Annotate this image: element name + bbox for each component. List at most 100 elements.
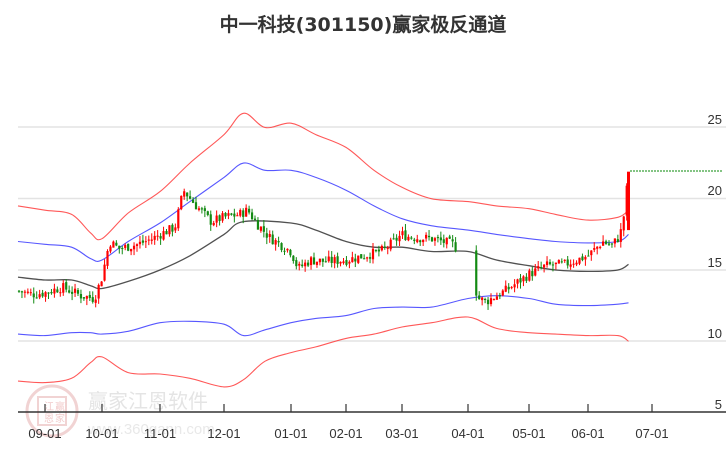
- candle-up: [339, 261, 342, 264]
- candle-up: [481, 297, 484, 301]
- candle-up: [174, 227, 177, 231]
- candle-down: [486, 299, 490, 305]
- candle-up: [599, 246, 602, 248]
- candle-up: [510, 287, 513, 289]
- candle-up: [73, 288, 77, 293]
- candle-up: [38, 294, 41, 298]
- candle-up: [259, 226, 262, 231]
- candle-down: [368, 257, 372, 259]
- candle-up: [150, 239, 153, 241]
- candle-down: [253, 218, 257, 221]
- candle-down: [250, 212, 254, 220]
- candle-up: [569, 264, 572, 267]
- candle-up: [613, 238, 616, 244]
- candle-up: [227, 213, 230, 216]
- candle-down: [616, 239, 619, 242]
- candle-down: [436, 237, 439, 239]
- candle-up: [516, 279, 519, 284]
- candle-up: [543, 264, 546, 268]
- candle-up: [236, 215, 239, 217]
- candle-down: [233, 213, 236, 217]
- candle-down: [265, 233, 268, 238]
- candle-up: [602, 241, 605, 246]
- candle-up: [386, 247, 389, 249]
- candle-down: [531, 271, 534, 277]
- xtick-label-07-01: 07-01: [635, 426, 668, 441]
- candle-up: [177, 209, 180, 229]
- candle-up: [274, 240, 277, 245]
- candle-up: [554, 262, 557, 265]
- candle-down: [336, 256, 339, 264]
- candle-down: [191, 199, 195, 203]
- candle-down: [404, 230, 407, 241]
- candle-down: [383, 246, 386, 248]
- candle-up: [144, 241, 147, 243]
- candle-down: [607, 243, 611, 245]
- candle-down: [419, 240, 422, 243]
- xtick-label-11-01: 11-01: [144, 426, 176, 441]
- candle-down: [374, 250, 378, 252]
- candle-down: [68, 290, 71, 293]
- candle-up: [112, 241, 115, 248]
- xtick-label-09-01: 09-01: [28, 426, 61, 441]
- candle-up: [106, 251, 109, 266]
- watermark-seal-4: 家: [55, 412, 65, 425]
- candle-down: [165, 231, 168, 235]
- candle-up: [371, 248, 375, 260]
- candle-down: [427, 235, 431, 238]
- candle-up: [268, 233, 271, 237]
- candle-down: [203, 208, 206, 212]
- candle-up: [318, 258, 321, 263]
- xtick-label-04-01: 04-01: [451, 426, 484, 441]
- ytick-20: 20: [708, 183, 722, 198]
- candle-down: [610, 243, 614, 245]
- candle-down: [262, 226, 265, 232]
- candle-up: [495, 296, 498, 300]
- candle-down: [345, 260, 348, 265]
- y-axis-labels: 25 20 15 10 5: [708, 112, 722, 412]
- candle-up: [401, 231, 404, 236]
- candle-up: [183, 191, 186, 197]
- candle-up: [212, 222, 215, 226]
- candle-up: [348, 261, 351, 264]
- watermark-seal-2: 赢: [55, 400, 65, 413]
- candle-down: [448, 236, 451, 239]
- watermark-seal-3: 恩: [44, 413, 54, 425]
- candle-down: [307, 262, 310, 266]
- candle-up: [197, 208, 201, 210]
- watermark-name: 赢家江恩软件: [88, 389, 208, 413]
- candle-up: [578, 257, 581, 264]
- candle-down: [56, 289, 59, 293]
- candle-up: [298, 263, 301, 266]
- candle-up: [239, 209, 242, 216]
- candle-down: [209, 214, 212, 225]
- candle-up: [180, 195, 183, 210]
- candle-last: [627, 171, 630, 231]
- candle-down: [289, 249, 292, 256]
- candle-down: [451, 239, 454, 242]
- candle-up: [245, 207, 248, 217]
- candle-up: [622, 216, 625, 231]
- grid-lines: [18, 126, 726, 342]
- xtick-label-03-01: 03-01: [385, 426, 418, 441]
- candle-down: [442, 239, 445, 243]
- candle-up: [534, 268, 537, 276]
- candle-up: [168, 225, 171, 235]
- xtick-label-02-01: 02-01: [329, 426, 362, 441]
- candle-up: [357, 255, 360, 263]
- candle-up: [593, 247, 596, 250]
- candle-down: [230, 213, 233, 215]
- candle-down: [566, 259, 569, 266]
- candle-down: [519, 278, 522, 283]
- candle-up: [619, 229, 622, 242]
- candle-up: [596, 246, 599, 249]
- candle-down: [330, 256, 333, 263]
- candle-up: [147, 239, 150, 241]
- candle-down: [71, 291, 74, 294]
- candle-down: [454, 242, 457, 252]
- candle-up: [433, 238, 437, 241]
- candle-down: [271, 234, 274, 245]
- candle-down: [439, 237, 442, 241]
- candle-down: [277, 241, 280, 243]
- candle-up: [489, 298, 493, 305]
